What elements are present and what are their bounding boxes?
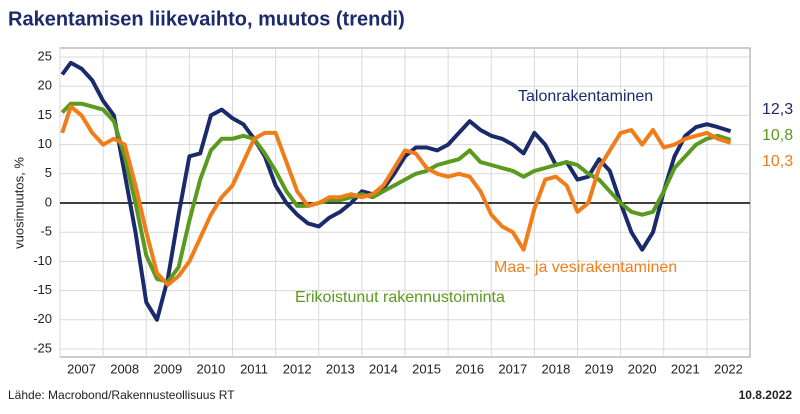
x-tick-label: 2016 [455, 361, 484, 376]
y-tick-label: -5 [40, 224, 52, 239]
x-tick-label: 2020 [628, 361, 657, 376]
series-label: Erikoistunut rakennustoiminta [295, 289, 505, 306]
x-tick-label: 2021 [671, 361, 700, 376]
y-tick-label: -15 [33, 282, 52, 297]
x-tick-label: 2015 [412, 361, 441, 376]
y-tick-label: 10 [38, 136, 52, 151]
series-line [60, 101, 732, 284]
x-tick-label: 2013 [326, 361, 355, 376]
end-value-label: 10,3 [762, 153, 793, 170]
y-tick-label: 20 [38, 78, 52, 93]
y-axis-label: vuosimuutos, % [11, 157, 26, 249]
source: Lähde: Macrobond/Rakennusteollisuus RT [8, 388, 235, 402]
x-tick-label: 2017 [498, 361, 527, 376]
y-tick-label: 15 [38, 107, 52, 122]
series-line [60, 104, 732, 287]
x-tick-label: 2018 [541, 361, 570, 376]
x-tick-label: 2012 [283, 361, 312, 376]
end-value-label: 12,3 [762, 101, 793, 118]
x-tick-label: 2011 [240, 361, 268, 376]
y-tick-label: 25 [38, 48, 52, 63]
date: 10.8.2022 [739, 388, 793, 402]
x-tick-label: 2019 [585, 361, 614, 376]
y-tick-label: -25 [33, 340, 52, 355]
series-label: Maa- ja vesirakentaminen [494, 259, 677, 276]
y-tick-label: 0 [45, 194, 52, 209]
y-tick-label: -20 [33, 311, 52, 326]
x-tick-label: 2014 [369, 361, 398, 376]
series-label: Talonrakentaminen [518, 88, 653, 105]
series-line [60, 60, 732, 322]
x-tick-label: 2008 [110, 361, 139, 376]
y-tick-label: 5 [45, 165, 52, 180]
chart-title: Rakentamisen liikevaihto, muutos (trendi… [8, 8, 405, 30]
x-tick-label: 2007 [67, 361, 96, 376]
x-tick-label: 2022 [714, 361, 743, 376]
y-tick-label: -10 [33, 253, 52, 268]
end-value-label: 10,8 [762, 127, 793, 144]
x-tick-label: 2009 [153, 361, 182, 376]
x-tick-label: 2010 [196, 361, 225, 376]
